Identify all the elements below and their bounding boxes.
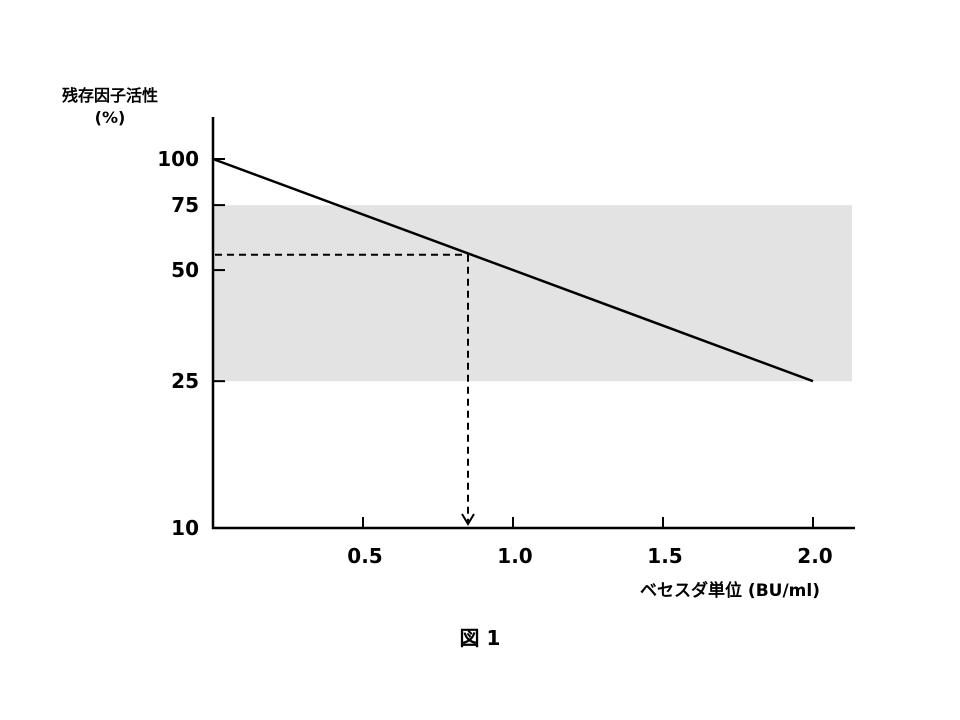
y-tick-label-50: 50 [171,258,199,282]
y-tick-label-75: 75 [171,193,199,217]
y-tick-label-25: 25 [171,369,199,393]
figure-caption: 図 1 [459,626,501,650]
x-tick-label-1.5: 1.5 [647,544,682,568]
x-tick-label-1.0: 1.0 [497,544,532,568]
y-axis-title-line-1: 残存因子活性 [61,86,158,105]
y-axis-title-line-2: (%) [94,108,126,127]
shaded-band [213,205,852,382]
x-axis-title: ベセスダ単位 (BU/ml) [640,581,820,601]
reference-arrow-head [461,513,475,526]
y-tick-label-100: 100 [157,147,199,171]
series-line-0 [212,157,814,383]
y-tick-label-10: 10 [171,516,199,540]
x-tick-label-2.0: 2.0 [797,544,832,568]
x-tick-label-0.5: 0.5 [347,544,382,568]
